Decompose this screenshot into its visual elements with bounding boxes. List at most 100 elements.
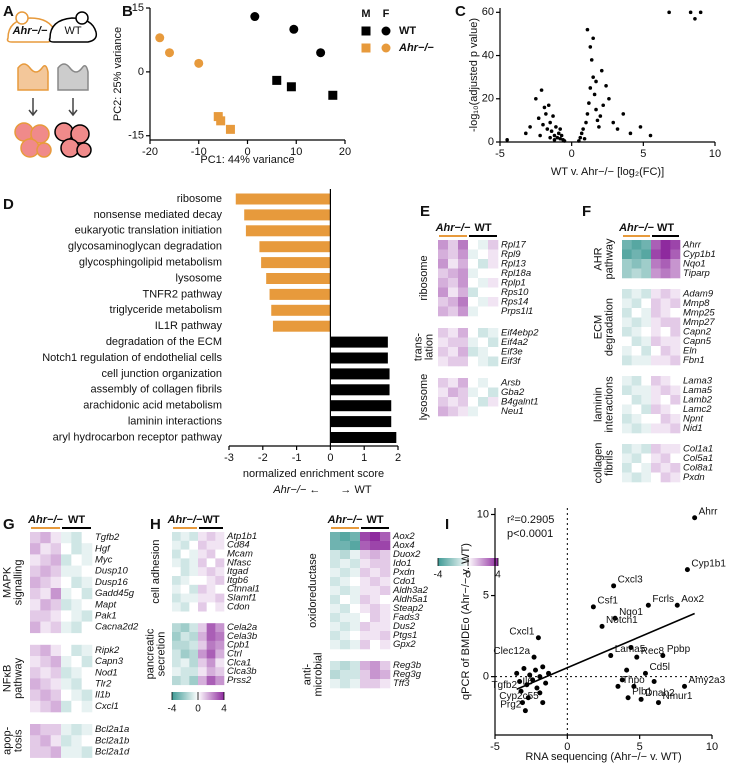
x-axis-label: normalized enrichment score <box>243 468 384 480</box>
row-group-label: pancreatic <box>144 628 156 679</box>
heatmap-cell <box>71 610 82 622</box>
point <box>594 107 598 112</box>
heatmap-cell <box>350 631 361 641</box>
heatmap-cell <box>330 661 341 671</box>
point <box>628 644 634 650</box>
heatmap-cell <box>61 543 72 555</box>
heatmap-cell <box>172 640 181 650</box>
heatmap-cell <box>641 453 652 464</box>
category-label: glycosaminoglycan degradation <box>68 241 222 253</box>
point <box>619 677 625 683</box>
heatmap-cell <box>622 395 632 405</box>
point-label: Plb1 <box>632 686 652 697</box>
heatmap-cell <box>468 356 479 367</box>
point <box>611 583 617 589</box>
heatmap-cell <box>488 249 499 260</box>
row-label: Gpx2 <box>393 639 416 650</box>
row-label: Aldh5a1 <box>392 594 428 605</box>
point <box>592 92 597 97</box>
heatmap-cell <box>670 414 681 424</box>
heatmap-cell <box>330 679 341 689</box>
heatmap-cell <box>488 297 499 307</box>
heatmap-cell <box>30 543 41 555</box>
heatmap-cell <box>215 593 225 603</box>
heatmap-cell <box>488 387 499 398</box>
heatmap-cell <box>71 621 82 634</box>
row-label: Reg3g <box>393 669 422 680</box>
heatmap-cell <box>198 649 207 659</box>
heatmap-cell <box>30 554 41 566</box>
y-tick-label: 0 <box>138 66 144 78</box>
y-tick-label: -15 <box>128 130 144 142</box>
heatmap-cell <box>380 532 391 542</box>
heatmap-cell <box>380 670 391 680</box>
row-label: Arsb <box>500 377 521 388</box>
heatmap-cell <box>641 376 652 386</box>
heatmap-cell <box>172 567 181 577</box>
heatmap-cell <box>370 568 381 578</box>
heatmap-cell <box>172 632 181 642</box>
heatmap-cell <box>360 559 371 569</box>
heatmap-cell <box>631 327 642 337</box>
heatmap-cell <box>651 240 661 250</box>
heatmap-cell <box>40 532 51 544</box>
heatmap-cell <box>448 328 459 338</box>
row-group-label: laminin <box>592 387 604 422</box>
column-group-label: Ahr−/− <box>167 514 203 526</box>
heatmap-cell <box>180 667 190 677</box>
row-label: Tgfb2 <box>95 532 120 543</box>
heatmap-cell <box>198 632 207 642</box>
heatmap-cell <box>438 278 449 288</box>
row-label: Nqo1 <box>683 258 706 269</box>
heatmap-cell <box>360 568 371 578</box>
heatmap-cell <box>641 423 652 434</box>
heatmap-cell <box>81 689 93 702</box>
heatmap-cell <box>651 249 661 260</box>
heatmap-cell <box>189 576 199 586</box>
heatmap-cell <box>448 287 459 298</box>
heatmap-cell <box>61 644 72 657</box>
point-label: Amy2a3 <box>689 675 726 686</box>
panel-letter: F <box>582 203 591 220</box>
heatmap-cell <box>215 602 225 612</box>
point <box>674 602 680 608</box>
heatmap-cell <box>641 336 652 347</box>
heatmap-cell <box>651 444 661 454</box>
heatmap-cell <box>172 623 181 633</box>
row-group-label: oxidoreductase <box>307 553 319 628</box>
heatmap-cell <box>622 414 632 424</box>
row-group-label: pathway <box>12 657 24 698</box>
heatmap-cell <box>622 259 632 269</box>
heatmap-cell <box>180 632 190 642</box>
heatmap-cell <box>189 584 199 594</box>
heatmap-cell <box>81 554 93 566</box>
point <box>537 674 543 680</box>
heatmap-cell <box>488 259 499 269</box>
point <box>559 133 564 138</box>
heatmap-cell <box>438 378 449 388</box>
heatmap-cell <box>651 259 661 269</box>
y-tick-label: 10 <box>477 508 489 520</box>
heatmap-cell <box>71 599 82 611</box>
heatmap-cell <box>61 724 72 736</box>
point <box>534 96 538 101</box>
heatmap-cell <box>438 268 449 279</box>
heatmap-cell <box>30 689 41 702</box>
heatmap-cell <box>660 404 671 415</box>
panel-a-diagram <box>6 11 98 158</box>
organoids-wt <box>54 122 92 158</box>
heatmap-cell <box>172 540 181 550</box>
point <box>645 602 651 608</box>
heatmap-cell <box>30 724 41 736</box>
heatmap-cell <box>448 306 459 317</box>
heatmap-cell <box>651 355 661 366</box>
heatmap-cell <box>631 376 642 386</box>
category-label: TNFR2 pathway <box>143 288 223 300</box>
x-tick-label: 20 <box>339 146 351 158</box>
row-label: Cela3b <box>227 631 257 642</box>
point <box>621 112 626 116</box>
heatmap-cell <box>206 667 216 677</box>
heatmap-cell <box>448 397 459 407</box>
heatmap-cell <box>198 602 207 612</box>
row-label: Cela2a <box>227 622 257 633</box>
